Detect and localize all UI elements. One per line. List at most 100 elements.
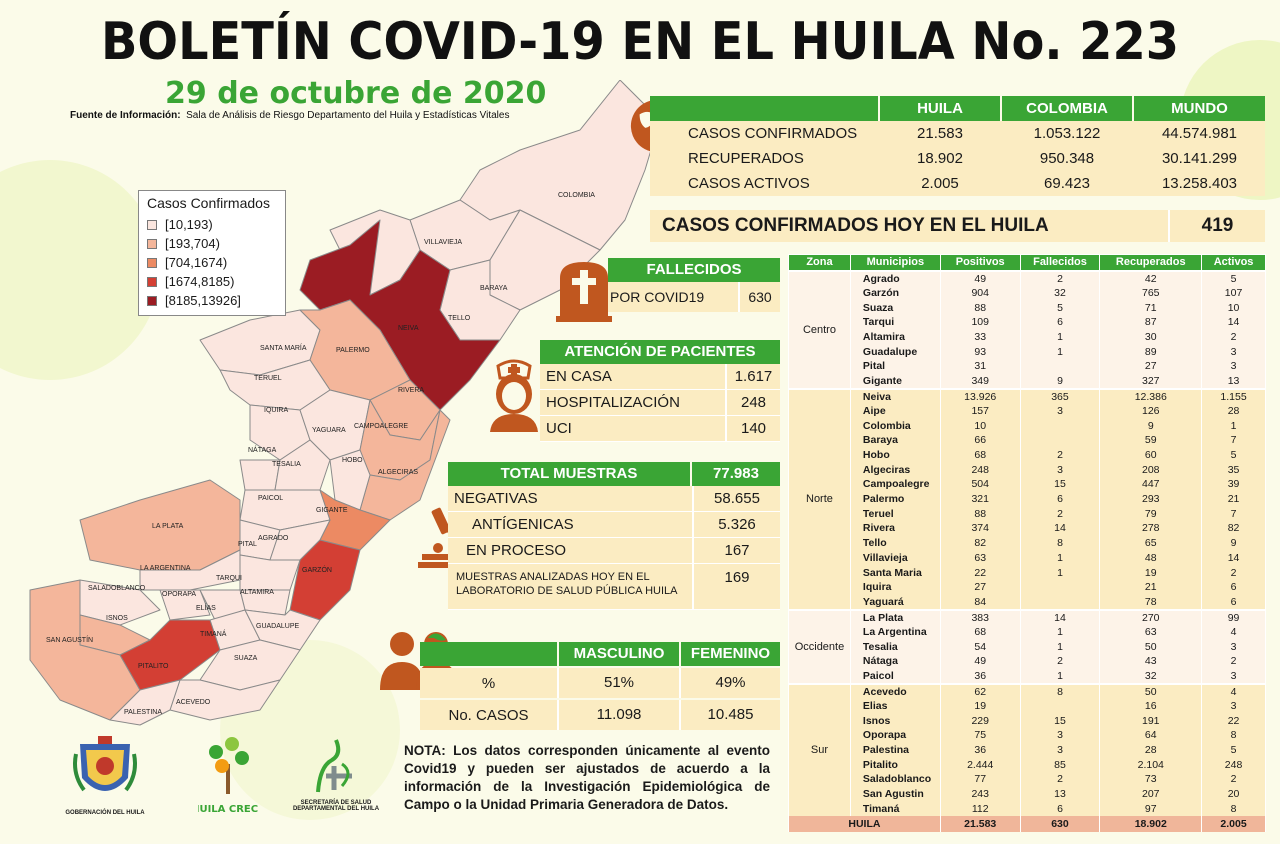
table-row: Villavieja 63 1 48 14 <box>789 550 1266 566</box>
table-row: Aipe 157 3 126 28 <box>789 403 1266 419</box>
municipio-name: Isnos <box>849 713 941 728</box>
table-row: Teruel 88 2 79 7 <box>789 506 1266 522</box>
samples-value: 58.655 <box>692 486 780 511</box>
municipio-name: Saladoblanco <box>849 772 941 787</box>
samples-lab-value: 169 <box>692 564 780 610</box>
municipio-cell: 383 <box>939 608 1021 625</box>
huila-crece-logo: HUILA CRECE <box>198 737 258 815</box>
municipio-cell: 54 <box>939 639 1021 654</box>
municipio-name: Yaguará <box>849 594 941 610</box>
municipio-name: La Argentina <box>849 624 941 640</box>
total-cell: 21.583 <box>939 816 1021 833</box>
municipio-cell: 9 <box>1099 418 1203 433</box>
table-row: Yaguará 84 78 6 <box>789 594 1266 610</box>
municipio-cell: 3 <box>1201 344 1266 359</box>
huila-crece-text: HUILA CRECE <box>198 804 258 815</box>
table-row: Baraya 66 59 7 <box>789 433 1266 448</box>
summary-cell: 18.902 <box>880 146 1000 171</box>
municipio-cell: 2 <box>1201 329 1266 345</box>
summary-cell: 21.583 <box>880 121 1000 146</box>
municipio-cell: 1 <box>1019 344 1101 359</box>
summary-row: RECUPERADOS 18.902 950.348 30.141.299 <box>650 146 1265 171</box>
municipio-name: Iquira <box>849 579 941 595</box>
municipio-cell: 504 <box>939 477 1021 492</box>
map-label-agrado: AGRADO <box>258 535 289 542</box>
municipio-cell: 4 <box>1201 682 1266 699</box>
gender-female-value: 10.485 <box>679 700 780 730</box>
map-label-garzon: GARZÓN <box>302 565 332 574</box>
legend-swatch <box>147 238 157 249</box>
gender-row: % 51% 49% <box>420 668 780 698</box>
map-label-teruel: TERUEL <box>254 375 282 382</box>
municipio-name: Acevedo <box>849 682 941 699</box>
table-row: Elias 19 16 3 <box>789 698 1266 714</box>
municipio-cell: 1 <box>1019 565 1101 580</box>
municipio-name: Neiva <box>849 387 941 404</box>
municipio-cell: 27 <box>939 579 1021 595</box>
summary-cell: 30.141.299 <box>1134 146 1265 171</box>
municipio-cell: 2 <box>1019 506 1101 522</box>
municipio-name: Tesalia <box>849 639 941 654</box>
municipio-cell: 6 <box>1019 801 1101 817</box>
municipio-name: Aipe <box>849 403 941 419</box>
summary-cell: 69.423 <box>1002 171 1132 196</box>
samples-label: NEGATIVAS <box>454 490 538 507</box>
legend-swatch <box>147 295 157 306</box>
municipio-cell: 49 <box>939 269 1021 286</box>
municipio-cell: 87 <box>1099 314 1203 330</box>
municipio-name: Pital <box>849 358 941 374</box>
municipio-name: Agrado <box>849 269 941 286</box>
municipio-name: Elias <box>849 698 941 714</box>
cross-icon <box>556 262 612 322</box>
municipio-cell: 2.444 <box>939 757 1021 773</box>
map-label-iquira: IQUIRA <box>264 407 288 414</box>
municipio-cell: 8 <box>1019 535 1101 551</box>
municipio-name: Gigante <box>849 373 941 389</box>
map-region-oporapa <box>159 589 211 621</box>
municipio-cell: 99 <box>1201 608 1266 625</box>
secretaria-caption: SECRETARÍA DE SALUD DEPARTAMENTAL DEL HU… <box>292 800 380 812</box>
municipio-cell: 3 <box>1019 742 1101 758</box>
municipio-name: Baraya <box>849 433 941 448</box>
table-row: Norte Neiva 13.926 365 12.386 1.155 <box>788 387 1266 610</box>
samples-lab-row: MUESTRAS ANALIZADAS HOY EN EL LABORATORI… <box>448 564 780 610</box>
legend-swatch <box>147 219 157 230</box>
gender-label: No. CASOS <box>448 706 529 724</box>
municipios-header: Positivos <box>939 254 1021 271</box>
municipio-cell: 88 <box>939 506 1021 522</box>
map-label-nataga: NÁTAGA <box>248 445 277 454</box>
table-row: Colombia 10 9 1 <box>789 418 1266 433</box>
municipio-cell: 27 <box>1099 358 1203 374</box>
municipio-cell: 22 <box>939 565 1021 580</box>
table-row: Sur Acevedo 62 8 50 4 <box>788 682 1266 817</box>
map-label-algeciras: ALGECIRAS <box>378 469 418 476</box>
summary-row-label: RECUPERADOS <box>650 146 878 171</box>
municipio-cell: 21 <box>1201 491 1266 507</box>
municipio-name: Santa Maria <box>849 565 941 580</box>
table-row: San Agustin 243 13 207 20 <box>789 786 1266 802</box>
municipio-cell: 89 <box>1099 344 1203 359</box>
patient-care-box: ATENCIÓN DE PACIENTES EN CASA 1.617 HOSPIT… <box>540 340 780 442</box>
gender-label: % <box>481 674 496 692</box>
municipio-cell: 3 <box>1201 639 1266 654</box>
municipio-name: Garzón <box>849 285 941 301</box>
municipio-cell: 447 <box>1099 477 1203 492</box>
table-row: Pitalito 2.444 85 2.104 248 <box>789 757 1266 773</box>
map-label-santa-maria: SANTA MARÍA <box>260 343 307 352</box>
municipio-cell <box>1019 698 1101 714</box>
legend-row: [10,193) <box>147 215 277 234</box>
municipio-name: San Agustin <box>849 786 941 802</box>
table-row: Timaná 112 6 97 8 <box>789 801 1266 817</box>
summary-row: CASOS ACTIVOS 2.005 69.423 13.258.403 <box>650 171 1265 196</box>
municipio-cell: 32 <box>1099 668 1203 684</box>
municipio-cell <box>1019 433 1101 448</box>
municipio-name: Algeciras <box>849 462 941 478</box>
municipio-cell: 85 <box>1019 757 1101 773</box>
table-row: Suaza 88 5 71 10 <box>789 300 1266 315</box>
municipio-name: Campoalegre <box>849 477 941 492</box>
municipio-cell: 904 <box>939 285 1021 301</box>
summary-header-colombia: COLOMBIA <box>1002 96 1132 121</box>
map-legend: Casos Confirmados [10,193) [193,704) [704,… <box>138 190 286 316</box>
municipio-cell: 293 <box>1099 491 1203 507</box>
municipio-cell <box>1019 358 1101 374</box>
